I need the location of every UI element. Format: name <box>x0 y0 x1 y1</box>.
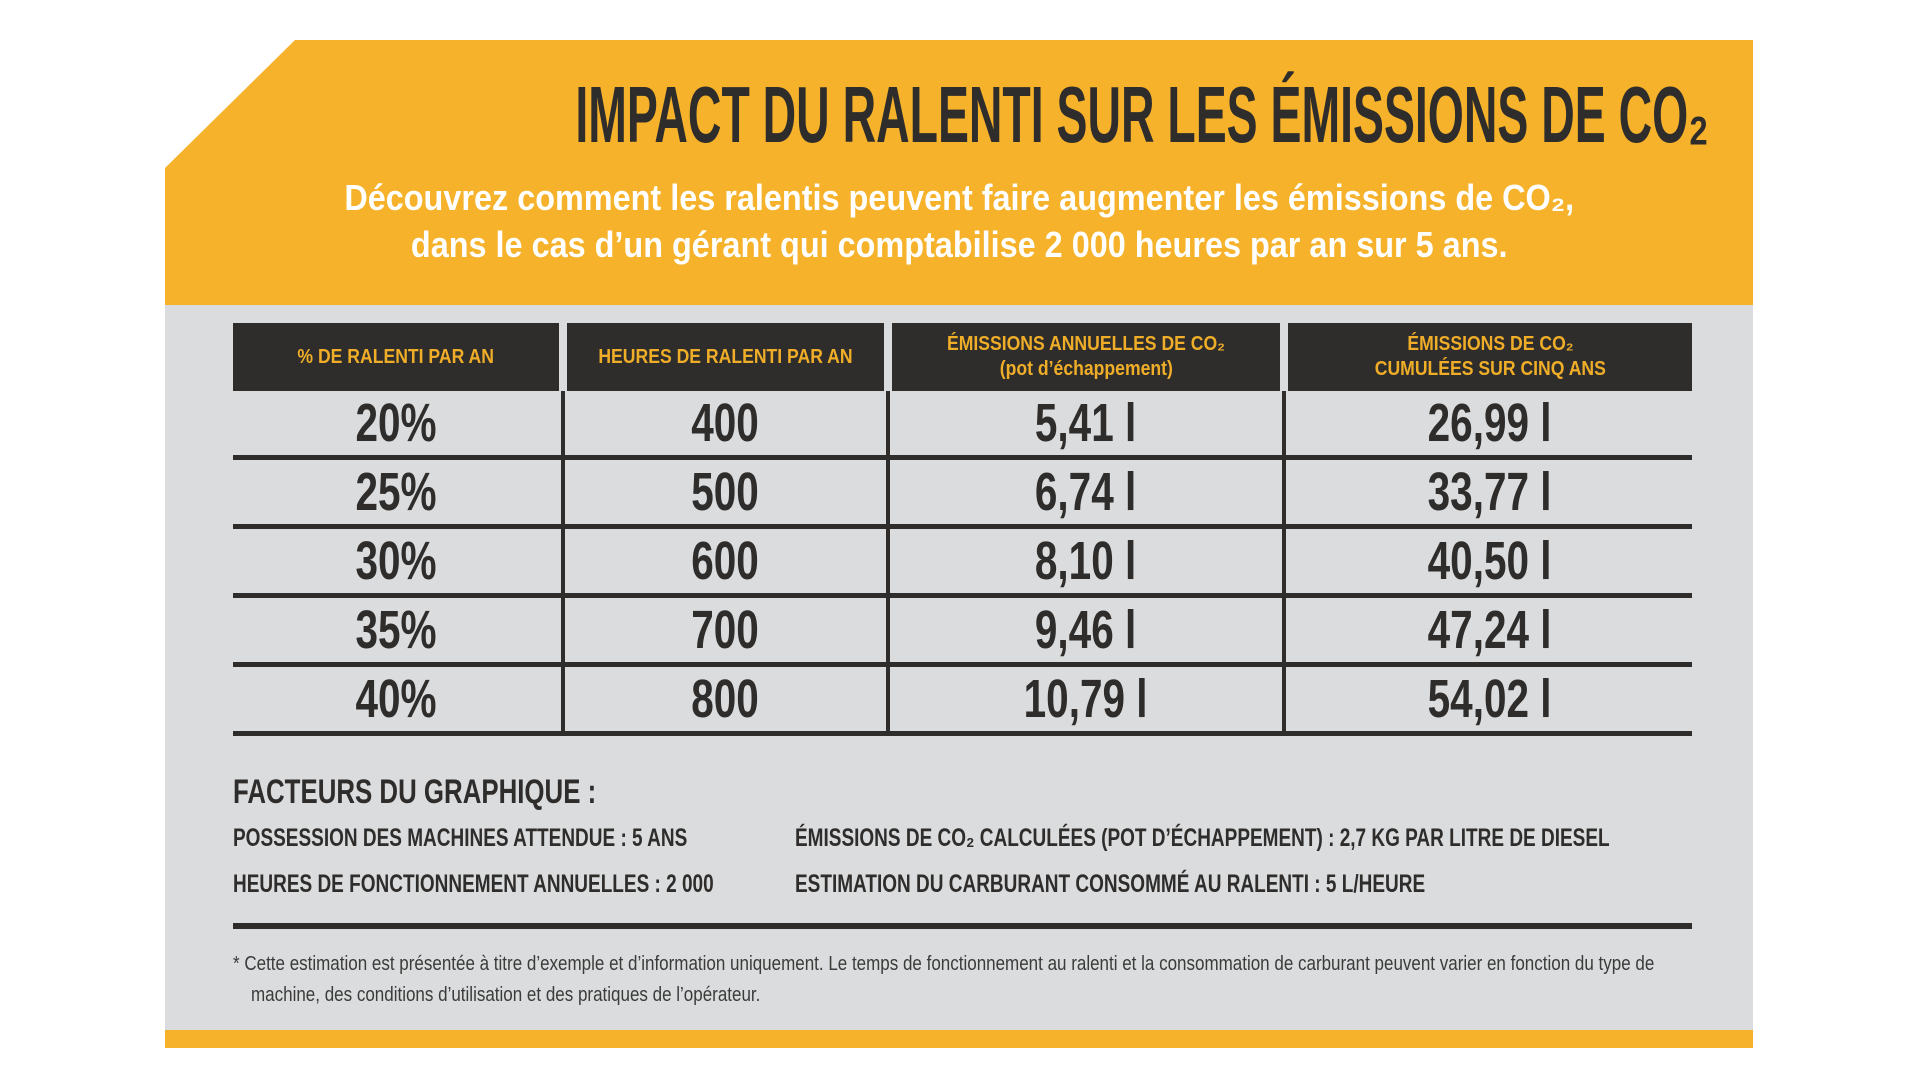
table-cell: 9,46 l <box>1035 600 1137 660</box>
column-header-idle-percent: % DE RALENTI PAR AN <box>233 323 559 391</box>
table-cell: 47,24 l <box>1428 600 1552 660</box>
column-divider <box>1282 391 1286 736</box>
content-panel: % DE RALENTI PAR AN HEURES DE RALENTI PA… <box>165 305 1753 1030</box>
table-cell: 40% <box>355 669 437 729</box>
table-cell: 700 <box>691 600 760 660</box>
page-title-text: IMPACT DU RALENTI SUR LES ÉMISSIONS DE C… <box>575 70 1709 159</box>
table-cell: 8,10 l <box>1035 531 1137 591</box>
table-cell: 35% <box>355 600 437 660</box>
table-cell: 25% <box>355 462 437 522</box>
table-cell: 800 <box>691 669 760 729</box>
column-header-annual-emissions: ÉMISSIONS ANNUELLES DE CO₂ (pot d’échapp… <box>892 323 1280 391</box>
table-cell: 500 <box>691 462 760 522</box>
table-cell: 20% <box>355 393 437 453</box>
table-row: 35% 700 9,46 l 47,24 l <box>233 598 1692 667</box>
factor-machine-ownership: POSSESSION DES MACHINES ATTENDUE : 5 ANS <box>233 824 688 852</box>
table-cell: 40,50 l <box>1428 531 1552 591</box>
table-cell: 30% <box>355 531 437 591</box>
table-row: 40% 800 10,79 l 54,02 l <box>233 667 1692 736</box>
subtitle: Découvrez comment les ralentis peuvent f… <box>165 174 1753 268</box>
header-banner: IMPACT DU RALENTI SUR LES ÉMISSIONS DE C… <box>165 40 1753 305</box>
subtitle-line-2: dans le cas d’un gérant qui comptabilise… <box>410 224 1508 265</box>
table-cell: 400 <box>691 393 760 453</box>
emissions-table: % DE RALENTI PAR AN HEURES DE RALENTI PA… <box>233 323 1692 736</box>
column-divider <box>886 391 890 736</box>
table-cell: 26,99 l <box>1428 393 1552 453</box>
footnote-line-2: machine, des conditions d’utilisation et… <box>251 984 761 1006</box>
table-cell: 33,77 l <box>1428 462 1552 522</box>
subtitle-line-1: Découvrez comment les ralentis peuvent f… <box>344 177 1574 218</box>
table-cell: 54,02 l <box>1428 669 1552 729</box>
table-row: 20% 400 5,41 l 26,99 l <box>233 391 1692 460</box>
bottom-accent-strip <box>165 1030 1753 1048</box>
table-cell: 5,41 l <box>1035 393 1137 453</box>
table-row: 30% 600 8,10 l 40,50 l <box>233 529 1692 598</box>
column-header-cumulative-emissions: ÉMISSIONS DE CO₂ CUMULÉES SUR CINQ ANS <box>1288 323 1692 391</box>
table-cell: 10,79 l <box>1024 669 1148 729</box>
column-divider <box>561 391 565 736</box>
factor-co2-per-litre: ÉMISSIONS DE CO₂ CALCULÉES (POT D’ÉCHAPP… <box>795 824 1610 852</box>
table-cell: 6,74 l <box>1035 462 1137 522</box>
column-header-idle-hours: HEURES DE RALENTI PAR AN <box>567 323 884 391</box>
table-cell: 600 <box>691 531 760 591</box>
factor-fuel-per-hour: ESTIMATION DU CARBURANT CONSOMMÉ AU RALE… <box>795 870 1426 898</box>
table-header-row: % DE RALENTI PAR AN HEURES DE RALENTI PA… <box>233 323 1692 391</box>
factors-heading: FACTEURS DU GRAPHIQUE : <box>233 773 597 811</box>
factor-annual-hours: HEURES DE FONCTIONNEMENT ANNUELLES : 2 0… <box>233 870 714 898</box>
footnote-line-1: * Cette estimation est présentée à titre… <box>233 953 1655 975</box>
page-title: IMPACT DU RALENTI SUR LES ÉMISSIONS DE C… <box>165 40 1753 160</box>
table-row: 25% 500 6,74 l 33,77 l <box>233 460 1692 529</box>
footnote: * Cette estimation est présentée à titre… <box>233 949 1905 1011</box>
divider-rule <box>233 923 1692 929</box>
